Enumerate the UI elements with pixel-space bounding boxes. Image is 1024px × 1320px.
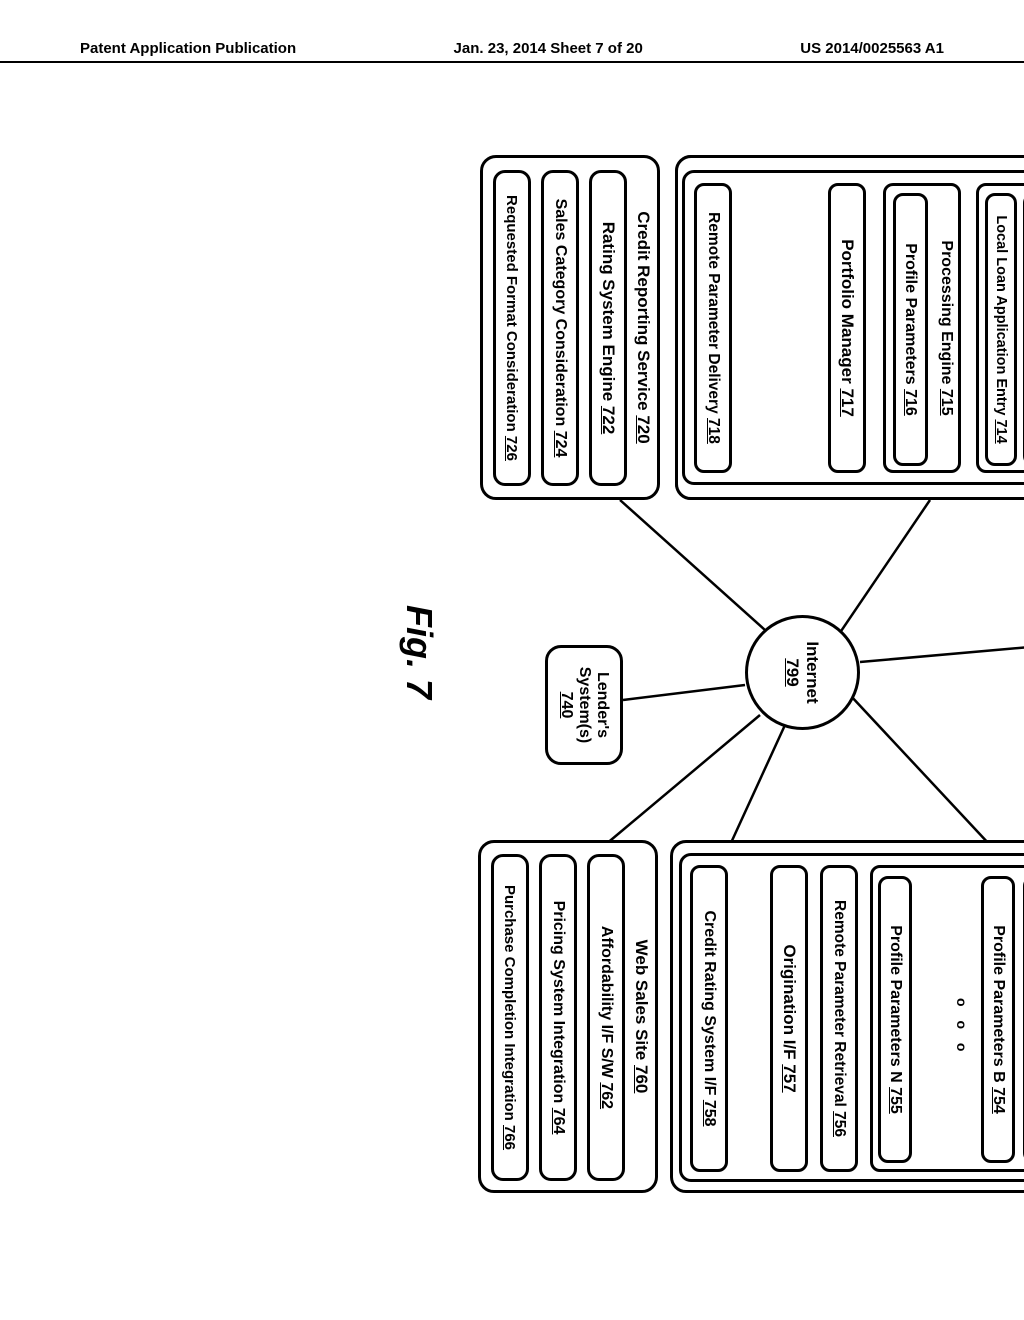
ellipsis-dots: o o o	[954, 998, 970, 1056]
remote-deliv: Remote Parameter Delivery 718	[694, 183, 732, 473]
page-header: Patent Application Publication Jan. 23, …	[0, 40, 1024, 63]
proc-eng: Processing Engine 715 Profile Parameters…	[883, 183, 961, 473]
req-format: Requested Format Consideration 726	[493, 170, 531, 486]
origination-system-box-real: Origination Computing System 710 Origina…	[675, 155, 1024, 500]
credit-title: Credit Reporting Service 720	[633, 158, 657, 497]
remote-retr: Remote Parameter Retrieval 756	[820, 865, 858, 1172]
diagram-wrapper: Origination Computing System 710 Origina…	[100, 150, 1024, 980]
afford-proc-eng: Processing Engine 752 Profile Parameters…	[870, 865, 1024, 1172]
afford-sw: Affordability S/W 751 Processing Engine …	[679, 853, 1024, 1182]
afford-orig-if: Origination I/F 757	[770, 865, 808, 1172]
sales-cat: Sales Category Consideration 724	[541, 170, 579, 486]
page-frame: Origination Computing System 710 Origina…	[100, 150, 930, 1210]
pp-b: Profile Parameters B 754	[981, 876, 1015, 1163]
pricing-integ: Pricing System Integration 764	[539, 854, 577, 1181]
internet-node: Internet 799	[745, 615, 860, 730]
orig-if: Origination I/F 712 Remote Loan Applicat…	[976, 183, 1024, 473]
lenders-system-box: Lender's System(s) 740	[545, 645, 623, 765]
header-left: Patent Application Publication	[80, 40, 296, 57]
portfolio-mgr: Portfolio Manager 717	[828, 183, 866, 473]
figure-label: Fig. 7	[398, 605, 440, 699]
header-center: Jan. 23, 2014 Sheet 7 of 20	[454, 40, 643, 57]
credit-rating-if: Credit Rating System I/F 758	[690, 865, 728, 1172]
afford-if-sw: Affordability I/F S/W 762	[587, 854, 625, 1181]
header-right: US 2014/0025563 A1	[800, 40, 944, 57]
web-sales-box: Web Sales Site 760 Affordability I/F S/W…	[478, 840, 658, 1193]
rating-engine: Rating System Engine 722	[589, 170, 627, 486]
affordability-system-box: Loan Affordability Computing System 750 …	[670, 840, 1024, 1193]
credit-reporting-box: Credit Reporting Service 720 Rating Syst…	[480, 155, 660, 500]
diagram: Origination Computing System 710 Origina…	[330, 150, 1024, 1210]
pp-n: Profile Parameters N 755	[878, 876, 912, 1163]
websales-title: Web Sales Site 760	[631, 843, 655, 1190]
profile-params: Profile Parameters 716	[893, 193, 928, 466]
orig-sw: Origination S/W 711 Origination I/F 712 …	[682, 170, 1024, 485]
local-entry: Local Loan Application Entry 714	[985, 193, 1017, 466]
purchase-integ: Purchase Completion Integration 766	[491, 854, 529, 1181]
